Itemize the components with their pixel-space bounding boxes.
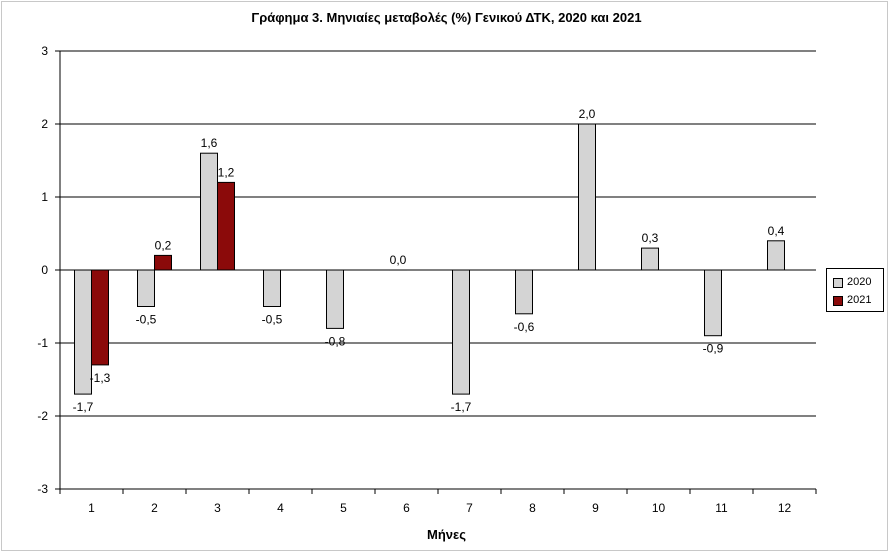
x-axis-title: Μήνες — [427, 527, 466, 542]
legend-label-2020: 2020 — [847, 276, 872, 288]
data-label-2020-10: 0,3 — [642, 231, 659, 245]
bar-2020-2 — [137, 269, 155, 307]
data-label-2020-7: -1,7 — [451, 400, 472, 414]
data-label-2020-9: 2,0 — [579, 107, 596, 121]
data-label-2020-2: -0,5 — [136, 313, 157, 327]
y-tick-label: -2 — [37, 409, 48, 423]
y-tick-label: 3 — [41, 44, 48, 58]
data-label-2021-1: -1,3 — [90, 371, 111, 385]
y-tick-label: -1 — [37, 336, 48, 350]
data-label-2020-6: 0,0 — [390, 253, 407, 267]
y-tick-label: 1 — [41, 190, 48, 204]
data-label-2020-3: 1,6 — [201, 136, 218, 150]
x-tick-label: 7 — [466, 501, 473, 515]
chart-title: Γράφημα 3. Μηνιαίες μεταβολές (%) Γενικο… — [251, 10, 642, 25]
data-label-2021-3: 1,2 — [218, 165, 235, 179]
bar-2021-3 — [217, 181, 235, 271]
legend-swatch-2021 — [833, 296, 843, 306]
x-tick-label: 6 — [403, 501, 410, 515]
x-tick-label: 1 — [88, 501, 95, 515]
y-tick-label: 2 — [41, 117, 48, 131]
data-label-2020-11: -0,9 — [703, 342, 724, 356]
data-label-2020-12: 0,4 — [768, 224, 785, 238]
y-tick-label: 0 — [41, 263, 48, 277]
legend-label-2021: 2021 — [847, 294, 872, 306]
x-tick-label: 8 — [529, 501, 536, 515]
x-tick-label: 11 — [715, 501, 728, 515]
data-label-2020-1: -1,7 — [73, 400, 94, 414]
x-tick-label: 5 — [340, 501, 347, 515]
data-label-2021-2: 0,2 — [155, 238, 172, 252]
x-tick-label: 9 — [592, 501, 599, 515]
legend: 2020 2021 — [826, 268, 884, 312]
x-tick-label: 4 — [277, 501, 284, 515]
legend-swatch-2020 — [833, 278, 843, 288]
data-label-2020-8: -0,6 — [514, 320, 535, 334]
x-tick-label: 2 — [151, 501, 158, 515]
bar-2020-12 — [767, 240, 785, 271]
x-tick-label: 3 — [214, 501, 221, 515]
bar-2020-9 — [578, 123, 596, 271]
bar-2021-1 — [91, 269, 109, 366]
bar-2020-10 — [641, 247, 659, 271]
bar-2021-2 — [154, 254, 172, 271]
data-label-2020-4: -0,5 — [262, 313, 283, 327]
bar-2020-8 — [515, 269, 533, 315]
bar-2020-11 — [704, 269, 722, 337]
bar-2020-7 — [452, 269, 470, 395]
x-tick-label: 12 — [778, 501, 792, 515]
bar-2020-5 — [326, 269, 344, 329]
bar-2020-3 — [200, 152, 218, 271]
x-tick-label: 10 — [652, 501, 666, 515]
y-tick-label: -3 — [37, 482, 48, 496]
data-label-2020-5: -0,8 — [325, 334, 346, 348]
bar-2020-4 — [263, 269, 281, 307]
